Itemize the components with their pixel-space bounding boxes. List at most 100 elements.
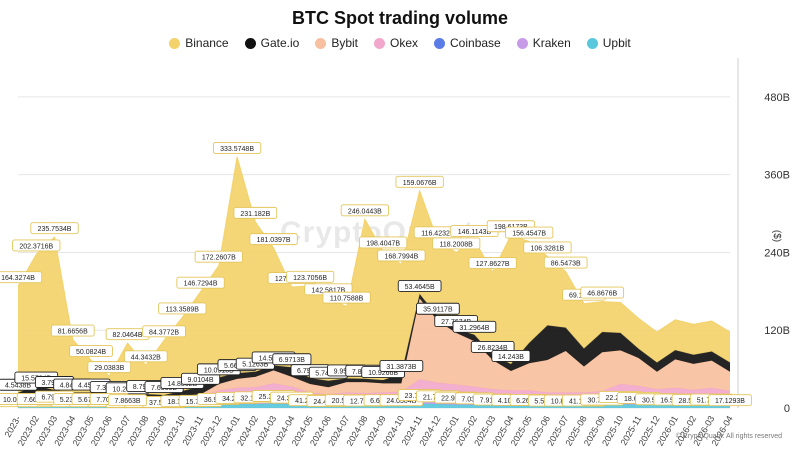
legend-label-coinbase: Coinbase — [450, 36, 501, 50]
data-label-box — [395, 175, 444, 188]
data-label-box — [176, 276, 225, 289]
y-tick-label: 120B — [764, 325, 790, 337]
data-label: 113.3589B — [166, 306, 200, 313]
data-label: 4.5438B — [5, 383, 31, 390]
legend-swatch-kraken — [516, 37, 528, 49]
data-label: 82.0464B — [113, 332, 143, 339]
data-label: 86.5473B — [551, 261, 581, 268]
data-label: 31.3873B — [386, 364, 416, 371]
legend-item-gateio[interactable]: Gate.io — [244, 36, 300, 50]
y-tick-label: 240B — [764, 247, 790, 259]
legend-swatch-bybit — [315, 37, 327, 49]
data-label: 127.8627B — [476, 261, 510, 268]
data-label: 181.0397B — [257, 237, 291, 244]
data-label-box — [233, 206, 278, 219]
data-label: 142.5817B — [311, 287, 345, 294]
data-label: 146.7294B — [184, 281, 218, 288]
footer-copyright: © CryptoQuant. All rights reserved — [675, 433, 782, 440]
data-label-box — [416, 302, 460, 315]
data-label: 5.1263B — [242, 362, 268, 369]
data-label: 110.7588B — [330, 296, 364, 303]
legend-label-binance: Binance — [185, 36, 229, 50]
data-label: 84.3772B — [149, 329, 179, 336]
data-label: 6.9713B — [279, 357, 305, 364]
data-label-box — [285, 270, 335, 283]
data-label-box — [543, 256, 588, 269]
legend-swatch-binance — [169, 37, 181, 49]
legend-swatch-okex — [374, 37, 385, 49]
data-label: 198.4047B — [366, 240, 400, 247]
legend-swatch-upbit — [586, 37, 598, 49]
data-label: 50.0824B — [76, 349, 106, 356]
data-label: 17.1293B — [715, 398, 745, 405]
y-tick-label: 0 — [784, 403, 790, 415]
data-label: 7.8663B — [114, 398, 140, 405]
data-label: 46.8676B — [587, 291, 617, 298]
data-label: 118.2008B — [439, 241, 473, 248]
data-label-box — [432, 237, 481, 250]
data-label-box — [491, 350, 531, 362]
data-label-box — [580, 286, 625, 299]
data-label: 333.5748B — [220, 146, 254, 153]
data-label: 9.0104B — [188, 377, 214, 384]
legend-label-bybit: Bybit — [331, 36, 358, 50]
data-label-box — [377, 249, 426, 262]
area-bybit — [18, 298, 730, 399]
data-label-box — [322, 291, 371, 304]
legend-item-binance[interactable]: Binance — [169, 36, 229, 50]
data-label-box — [340, 204, 390, 217]
data-label: 231.182B — [240, 211, 270, 218]
legend-item-upbit[interactable]: Upbit — [586, 36, 631, 50]
data-label: 164.3274B — [1, 275, 35, 282]
data-label-box — [397, 279, 442, 292]
data-label: 106.3281B — [530, 245, 564, 252]
data-label: 202.3716B — [19, 243, 53, 250]
data-label: 26.8234B — [478, 345, 508, 352]
data-label-box — [379, 359, 424, 372]
data-label-box — [708, 394, 752, 407]
data-label: 81.6656B — [58, 329, 88, 336]
data-label: 10.9266B — [368, 370, 398, 377]
data-label-box — [0, 271, 43, 284]
data-label-box — [452, 320, 497, 333]
data-label-box — [107, 394, 148, 407]
data-label: 116.4232B — [421, 230, 455, 237]
data-label-box — [249, 233, 298, 246]
legend-label-okex: Okex — [390, 36, 419, 50]
legend-item-bybit[interactable]: Bybit — [315, 36, 358, 50]
data-label-box — [87, 361, 132, 374]
area-binance — [18, 156, 730, 397]
legend-swatch-gateio — [244, 37, 256, 49]
legend: Binance Gate.io Bybit Okex Coinbase Krak… — [0, 36, 800, 50]
data-label: 146.1143B — [458, 229, 492, 236]
data-label: 123.7056B — [293, 275, 327, 282]
data-label: 44.3432B — [131, 354, 161, 361]
legend-item-okex[interactable]: Okex — [374, 36, 418, 50]
data-label-box — [50, 324, 95, 337]
data-label-box — [30, 222, 79, 235]
data-label-box — [212, 141, 262, 154]
chart-title: BTC Spot trading volume — [292, 8, 508, 28]
data-label: 29.0383B — [94, 365, 124, 372]
data-label-box — [468, 257, 517, 270]
data-label-box — [142, 325, 186, 338]
data-label: 24.0304B — [386, 398, 416, 405]
data-label: 53.4645B — [405, 284, 435, 291]
data-label-box — [523, 241, 572, 254]
legend-item-coinbase[interactable]: Coinbase — [434, 36, 501, 50]
data-label: 156.4547B — [512, 231, 546, 238]
y-axis-unit: ($) — [771, 230, 782, 242]
data-label-box — [12, 239, 61, 252]
legend-item-kraken[interactable]: Kraken — [516, 36, 571, 50]
legend-label-gateio: Gate.io — [260, 36, 300, 50]
data-label: 35.9117B — [423, 307, 453, 314]
data-label: 235.7534B — [38, 226, 72, 233]
data-label-box — [123, 350, 168, 363]
data-label: 246.0443B — [348, 208, 382, 215]
legend-swatch-coinbase — [434, 37, 446, 49]
legend-label-upbit: Upbit — [602, 36, 631, 50]
data-label-box — [158, 302, 207, 315]
data-label: 172.2607B — [202, 255, 236, 262]
y-tick-label: 480B — [764, 92, 790, 104]
